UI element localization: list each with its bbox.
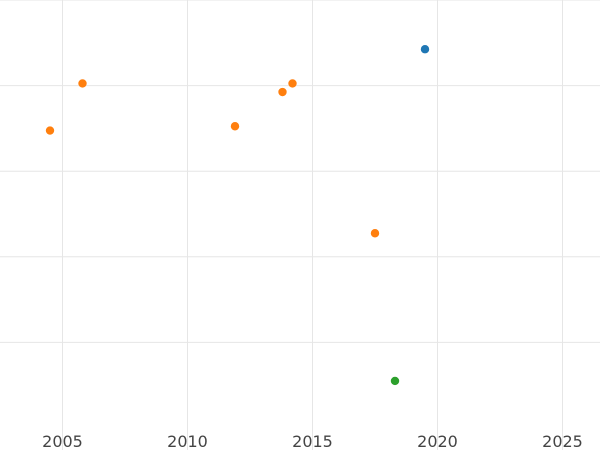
data-point (230, 122, 240, 131)
data-point (390, 376, 400, 386)
x-tick-label: 2010 (167, 432, 208, 450)
x-tick-label: 2025 (542, 432, 583, 450)
data-point (78, 79, 87, 88)
x-tick-label: 2015 (292, 432, 333, 450)
x-tick-label: 2020 (417, 432, 458, 450)
data-point (420, 45, 430, 54)
data-points (45, 45, 430, 386)
x-tick-label: 2005 (42, 432, 83, 450)
x-axis-ticks: 2005 2010 2015 2020 2025 (42, 432, 583, 450)
data-point (370, 229, 380, 238)
data-point (45, 126, 55, 135)
data-point (278, 87, 287, 97)
data-point (288, 79, 297, 88)
